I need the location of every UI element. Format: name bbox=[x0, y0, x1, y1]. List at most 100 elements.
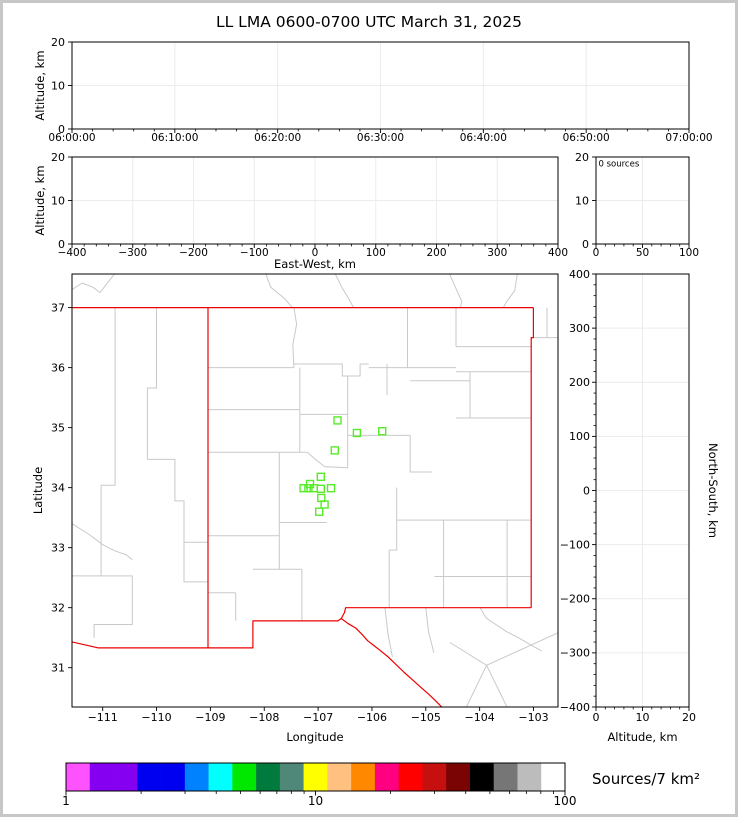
svg-text:10: 10 bbox=[51, 194, 65, 207]
station-marker bbox=[315, 507, 324, 516]
svg-text:07:00:00: 07:00:00 bbox=[665, 132, 712, 144]
svg-text:35: 35 bbox=[51, 421, 65, 434]
svg-text:32: 32 bbox=[51, 601, 65, 614]
svg-text:06:10:00: 06:10:00 bbox=[151, 132, 198, 144]
panel-map: −111 −110 −109 −108 −107 −106 −105 −104 −103 31 32… bbox=[31, 273, 559, 744]
svg-text:20: 20 bbox=[51, 151, 65, 164]
svg-text:0: 0 bbox=[58, 123, 65, 136]
colorbar-segment bbox=[374, 763, 399, 791]
svg-text:−108: −108 bbox=[249, 711, 279, 724]
svg-text:100: 100 bbox=[569, 430, 590, 443]
svg-text:10: 10 bbox=[575, 194, 589, 207]
svg-text:−200: −200 bbox=[179, 247, 208, 259]
colorbar-segment bbox=[232, 763, 257, 791]
colorbar-segment bbox=[89, 763, 114, 791]
svg-text:Altitude, km: Altitude, km bbox=[33, 165, 47, 235]
colorbar-segment bbox=[137, 763, 162, 791]
svg-text:100: 100 bbox=[366, 247, 386, 259]
svg-text:100: 100 bbox=[554, 794, 577, 808]
svg-text:−100: −100 bbox=[240, 247, 269, 259]
svg-text:33: 33 bbox=[51, 541, 65, 554]
colorbar-segment bbox=[279, 763, 304, 791]
svg-text:200: 200 bbox=[569, 376, 590, 389]
svg-text:Altitude, km: Altitude, km bbox=[607, 730, 677, 744]
colorbar-label: Sources/7 km² bbox=[592, 770, 700, 788]
svg-text:34: 34 bbox=[51, 481, 65, 494]
station-marker bbox=[333, 416, 342, 425]
svg-text:North-South, km: North-South, km bbox=[706, 443, 720, 538]
colorbar-segment bbox=[256, 763, 281, 791]
svg-text:−110: −110 bbox=[141, 711, 171, 724]
panel-altitude-vs-east-west: −400 −300 −200 −100 0 100 200 300 400 0 10 20 Altitu… bbox=[33, 151, 568, 271]
svg-text:400: 400 bbox=[548, 247, 568, 259]
svg-text:37: 37 bbox=[51, 301, 65, 314]
svg-text:50: 50 bbox=[636, 247, 649, 259]
svg-text:−109: −109 bbox=[195, 711, 225, 724]
station-marker bbox=[316, 472, 325, 481]
svg-text:0: 0 bbox=[58, 238, 65, 251]
svg-text:0: 0 bbox=[593, 711, 600, 724]
svg-text:1: 1 bbox=[62, 794, 70, 808]
page-title: LL LMA 0600-0700 UTC March 31, 2025 bbox=[215, 13, 522, 31]
colorbar-segment bbox=[446, 763, 471, 791]
svg-text:−105: −105 bbox=[411, 711, 441, 724]
colorbar-segment bbox=[113, 763, 138, 791]
colorbar-segment bbox=[161, 763, 186, 791]
svg-text:06:40:00: 06:40:00 bbox=[460, 132, 507, 144]
colorbar-segment bbox=[327, 763, 352, 791]
svg-text:−107: −107 bbox=[303, 711, 333, 724]
svg-text:10: 10 bbox=[308, 794, 323, 808]
svg-text:−200: −200 bbox=[560, 593, 590, 606]
colorbar-segment bbox=[184, 763, 209, 791]
colorbar-segment bbox=[66, 763, 91, 791]
colorbar-segment bbox=[493, 763, 518, 791]
svg-text:East-West, km: East-West, km bbox=[274, 257, 356, 271]
colorbar-segment bbox=[469, 763, 495, 791]
svg-text:Latitude: Latitude bbox=[31, 467, 45, 514]
colorbar-segment bbox=[398, 763, 423, 791]
svg-text:36: 36 bbox=[51, 361, 65, 374]
svg-text:−300: −300 bbox=[118, 247, 147, 259]
station-marker bbox=[320, 500, 329, 509]
svg-text:10: 10 bbox=[51, 79, 65, 92]
svg-text:20: 20 bbox=[575, 151, 589, 164]
svg-text:06:50:00: 06:50:00 bbox=[563, 132, 610, 144]
svg-text:−104: −104 bbox=[465, 711, 495, 724]
svg-text:Longitude: Longitude bbox=[286, 730, 343, 744]
colorbar-segment bbox=[541, 763, 566, 791]
station-marker bbox=[352, 428, 362, 438]
svg-text:20: 20 bbox=[51, 36, 65, 49]
svg-text:0: 0 bbox=[593, 247, 600, 259]
panel-altitude-vs-time: 06:00:00 06:10:00 06:20:00 06:30:00 06:40:00… bbox=[33, 36, 713, 144]
colorbar-segment bbox=[303, 763, 328, 791]
svg-text:100: 100 bbox=[679, 247, 699, 259]
svg-text:300: 300 bbox=[569, 322, 590, 335]
station-marker bbox=[316, 484, 325, 493]
svg-text:300: 300 bbox=[487, 247, 507, 259]
station-marker bbox=[378, 427, 387, 436]
colorbar-segment bbox=[517, 763, 542, 791]
svg-text:0: 0 bbox=[583, 484, 590, 497]
svg-text:400: 400 bbox=[569, 268, 590, 281]
station-marker bbox=[304, 484, 313, 493]
svg-text:06:00:00: 06:00:00 bbox=[48, 132, 95, 144]
svg-text:−100: −100 bbox=[560, 538, 590, 551]
svg-text:−300: −300 bbox=[560, 647, 590, 660]
svg-text:Altitude, km: Altitude, km bbox=[33, 50, 47, 120]
colorbar-segment bbox=[208, 763, 233, 791]
station-marker bbox=[299, 484, 308, 493]
svg-text:06:30:00: 06:30:00 bbox=[357, 132, 404, 144]
colorbar-segment bbox=[422, 763, 447, 791]
station-marker bbox=[326, 484, 336, 493]
source-count-annotation: 0 sources bbox=[599, 160, 640, 170]
colorbar-segment bbox=[351, 763, 376, 791]
svg-text:06:20:00: 06:20:00 bbox=[254, 132, 301, 144]
panel-source-histogram: 0 50 100 0 10 20 0 sources bbox=[575, 151, 699, 259]
svg-text:−103: −103 bbox=[518, 711, 548, 724]
svg-text:31: 31 bbox=[51, 661, 65, 674]
colorbar: 1 10 100 Sources/7 km² bbox=[62, 762, 700, 808]
lma-stations bbox=[299, 416, 387, 516]
svg-text:−400: −400 bbox=[58, 247, 87, 259]
